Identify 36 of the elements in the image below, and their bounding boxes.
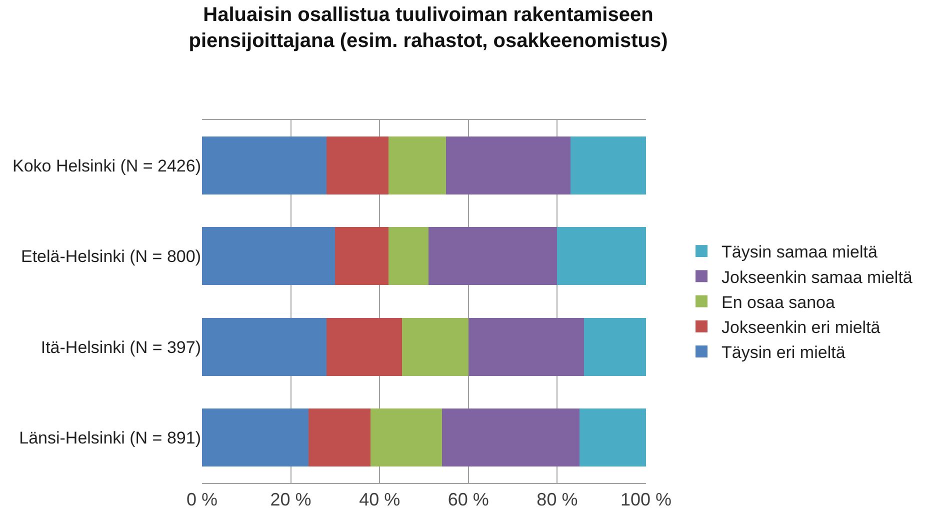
bar <box>202 227 336 286</box>
bar <box>370 408 442 467</box>
bar <box>428 227 558 286</box>
bar <box>557 227 646 286</box>
bar <box>202 318 326 376</box>
bar <box>468 318 584 376</box>
bar <box>202 136 326 194</box>
bar <box>326 318 402 376</box>
bar <box>326 136 388 194</box>
x-tick-label: 40 % <box>359 490 400 510</box>
bar <box>570 136 646 194</box>
x-tick-label: 100 % <box>620 490 672 510</box>
x-tick-label: 60 % <box>448 490 489 510</box>
bar <box>388 227 428 286</box>
y-tick-label: Itä-Helsinki (N = 397) <box>40 338 201 357</box>
bar <box>442 408 580 467</box>
legend-label: Jokseenkin samaa mieltä <box>722 268 913 287</box>
x-tick-label: 0 % <box>186 490 218 510</box>
legend-label: Jokseenkin eri mieltä <box>722 318 881 337</box>
bar <box>446 136 571 194</box>
bar <box>579 408 646 467</box>
bar <box>402 318 468 376</box>
y-tick-label: Etelä-Helsinki (N = 800) <box>21 247 201 266</box>
chart-title: Haluaisin osallistua tuulivoiman rakentamiseen piensijoittajana (esim. rahastot, osakkeenomistus) <box>188 4 668 52</box>
bar <box>308 408 371 467</box>
x-tick-label: 20 % <box>270 490 312 510</box>
bar <box>584 318 646 376</box>
legend-label: En osaa sanoa <box>722 292 836 312</box>
legend-label: Täysin eri mieltä <box>722 343 846 362</box>
legend-label: Täysin samaa mieltä <box>722 242 878 262</box>
y-tick-label: Koko Helsinki (N = 2426) <box>12 156 201 176</box>
bar <box>335 227 388 286</box>
x-tick-label: 80 % <box>536 490 578 510</box>
bar <box>388 136 446 194</box>
bar <box>202 408 309 467</box>
y-tick-label: Länsi-Helsinki (N = 891) <box>19 428 201 448</box>
